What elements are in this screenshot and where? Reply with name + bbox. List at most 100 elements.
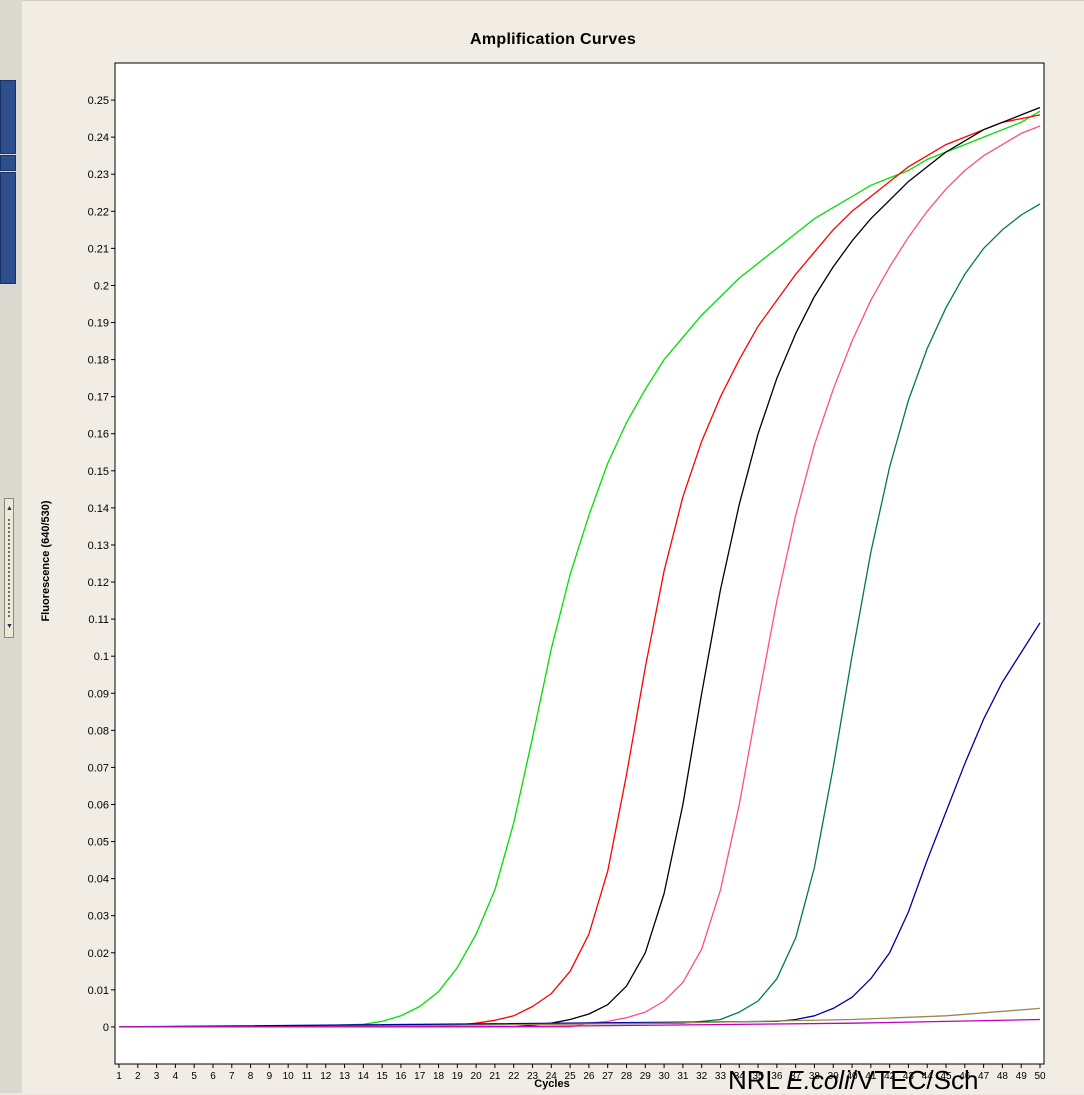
x-tick-label: 19 [452,1071,464,1082]
series-line-4 [119,125,1041,1028]
x-tick-label: 30 [659,1071,671,1082]
x-tick-label: 15 [377,1071,389,1082]
x-tick-label: 22 [508,1071,520,1082]
plot-area [114,62,1045,1065]
series-line-6 [118,622,1041,1028]
x-tick-label: 38 [809,1071,821,1082]
x-tick-label: 2 [135,1071,141,1082]
x-tick-label: 35 [752,1071,764,1082]
x-tick-label: 50 [1034,1071,1046,1082]
x-tick-label: 27 [602,1071,614,1082]
y-tick-label: 0.25 [88,95,109,107]
x-tick-label: 44 [922,1071,934,1082]
y-tick-label: 0.05 [88,837,109,849]
arrow-down-icon[interactable]: ▼ [6,623,13,630]
y-tick-label: 0.23 [88,169,109,181]
y-tick-label: 0.1 [94,651,109,663]
y-tick-label: 0 [103,1022,109,1034]
x-tick-label: 40 [846,1071,858,1082]
y-tick-label: 0.12 [88,577,109,589]
x-tick-label: 47 [978,1071,990,1082]
x-axis-label: Cycles [534,1078,570,1090]
x-tick-label: 42 [884,1071,896,1082]
y-tick-label: 0.14 [88,503,109,515]
x-tick-label: 24 [546,1071,558,1082]
x-tick-label: 4 [173,1071,179,1082]
x-tick-label: 39 [828,1071,840,1082]
amplification-chart: 0 0.01 0.02 0.03 0.04 0.05 0.06 0.07 0.08 0.09 0.1… [88,62,1046,1082]
y-tick-label: 0.22 [88,206,109,218]
y-tick-label: 0.09 [88,688,109,700]
watermark-caption: NRL E.coli/VTEC/Sch [728,1066,1084,1094]
left-panel-tab[interactable] [0,155,16,171]
series-line-5 [118,203,1041,1028]
x-tick-label: 29 [640,1071,652,1082]
y-tick-label: 0.13 [88,540,109,552]
y-tick-label: 0.08 [88,725,109,737]
x-tick-label: 26 [583,1071,595,1082]
watermark-italic: E.coli [786,1065,850,1095]
y-axis-label: Fluorescence (640/530) [40,500,52,622]
x-tick-label: 23 [527,1071,539,1082]
x-tick-label: 45 [940,1071,952,1082]
x-tick-label: 14 [358,1071,370,1082]
x-tick-label: 25 [565,1071,577,1082]
x-axis: 1 2 3 4 5 6 7 8 9 10 11 12 13 14 15 16 17 18 19 20 21 22 23 24 2… [116,1064,1046,1082]
left-panel-tab[interactable] [0,80,16,154]
left-panel-tab[interactable] [0,172,16,284]
series-line-8 [119,1018,1041,1028]
x-tick-label: 6 [210,1071,216,1082]
x-tick-label: 13 [339,1071,351,1082]
y-tick-label: 0.01 [88,985,109,997]
x-tick-label: 46 [959,1071,971,1082]
y-tick-label: 0.19 [88,318,109,330]
y-tick-label: 0.15 [88,466,109,478]
y-tick-label: 0.18 [88,355,109,367]
y-tick-label: 0.06 [88,799,109,811]
x-tick-label: 37 [790,1071,802,1082]
y-tick-label: 0.03 [88,911,109,923]
y-tick-label: 0.24 [88,132,109,144]
y-tick-label: 0.02 [88,948,109,960]
x-tick-label: 12 [320,1071,332,1082]
x-tick-label: 28 [621,1071,633,1082]
x-tick-label: 43 [903,1071,915,1082]
watermark-prefix: NRL [728,1065,787,1095]
x-tick-label: 33 [715,1071,727,1082]
series-line-3 [119,106,1041,1028]
arrow-up-icon[interactable]: ▲ [6,505,13,512]
x-tick-label: 16 [395,1071,407,1082]
y-axis: 0 0.01 0.02 0.03 0.04 0.05 0.06 0.07 0.08 0.09 0.1… [88,95,115,1034]
x-tick-label: 9 [267,1071,273,1082]
x-tick-label: 31 [677,1071,689,1082]
series-line-2 [119,114,1041,1028]
y-tick-label: 0.07 [88,762,109,774]
left-panel-strip: ▲ ▼ [0,0,23,1093]
x-tick-label: 20 [471,1071,483,1082]
y-tick-label: 0.2 [94,280,109,292]
chart-panel: 0 0.01 0.02 0.03 0.04 0.05 0.06 0.07 0.08 0.09 0.1… [22,0,1084,1094]
x-tick-label: 32 [696,1071,708,1082]
x-tick-label: 48 [997,1071,1009,1082]
chart-title: Amplification Curves [469,31,637,48]
splitter-handle[interactable]: ▲ ▼ [4,498,14,638]
x-tick-label: 5 [191,1071,197,1082]
x-tick-label: 21 [489,1071,501,1082]
grip-icon [8,519,12,617]
x-tick-label: 3 [154,1071,160,1082]
series-line-1 [119,110,1041,1028]
series-layer [118,106,1041,1028]
y-tick-label: 0.17 [88,392,109,404]
x-tick-label: 10 [283,1071,295,1082]
y-tick-label: 0.16 [88,429,109,441]
x-tick-label: 1 [116,1071,122,1082]
y-tick-label: 0.21 [88,243,109,255]
y-tick-label: 0.04 [88,874,109,886]
x-tick-label: 18 [433,1071,445,1082]
x-tick-label: 41 [865,1071,877,1082]
watermark-suffix: /VTEC/Sch [849,1065,979,1095]
x-tick-label: 49 [1016,1071,1028,1082]
x-tick-label: 17 [414,1071,426,1082]
y-tick-label: 0.11 [88,614,109,626]
